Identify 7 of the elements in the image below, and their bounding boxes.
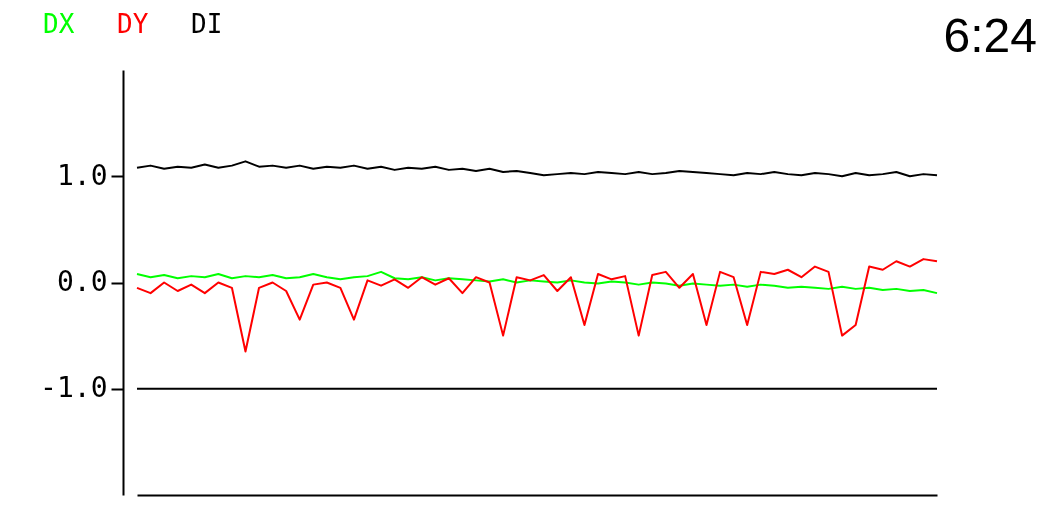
text: DI bbox=[191, 9, 223, 39]
chart-title: 6:24 bbox=[943, 9, 1037, 62]
y-tick-label: -1.0 bbox=[40, 371, 108, 405]
y-tick-label: 0.0 bbox=[56, 265, 108, 298]
text: DX bbox=[43, 9, 75, 39]
y-tick-label: 1.0 bbox=[56, 158, 108, 192]
text: DY bbox=[117, 9, 149, 39]
